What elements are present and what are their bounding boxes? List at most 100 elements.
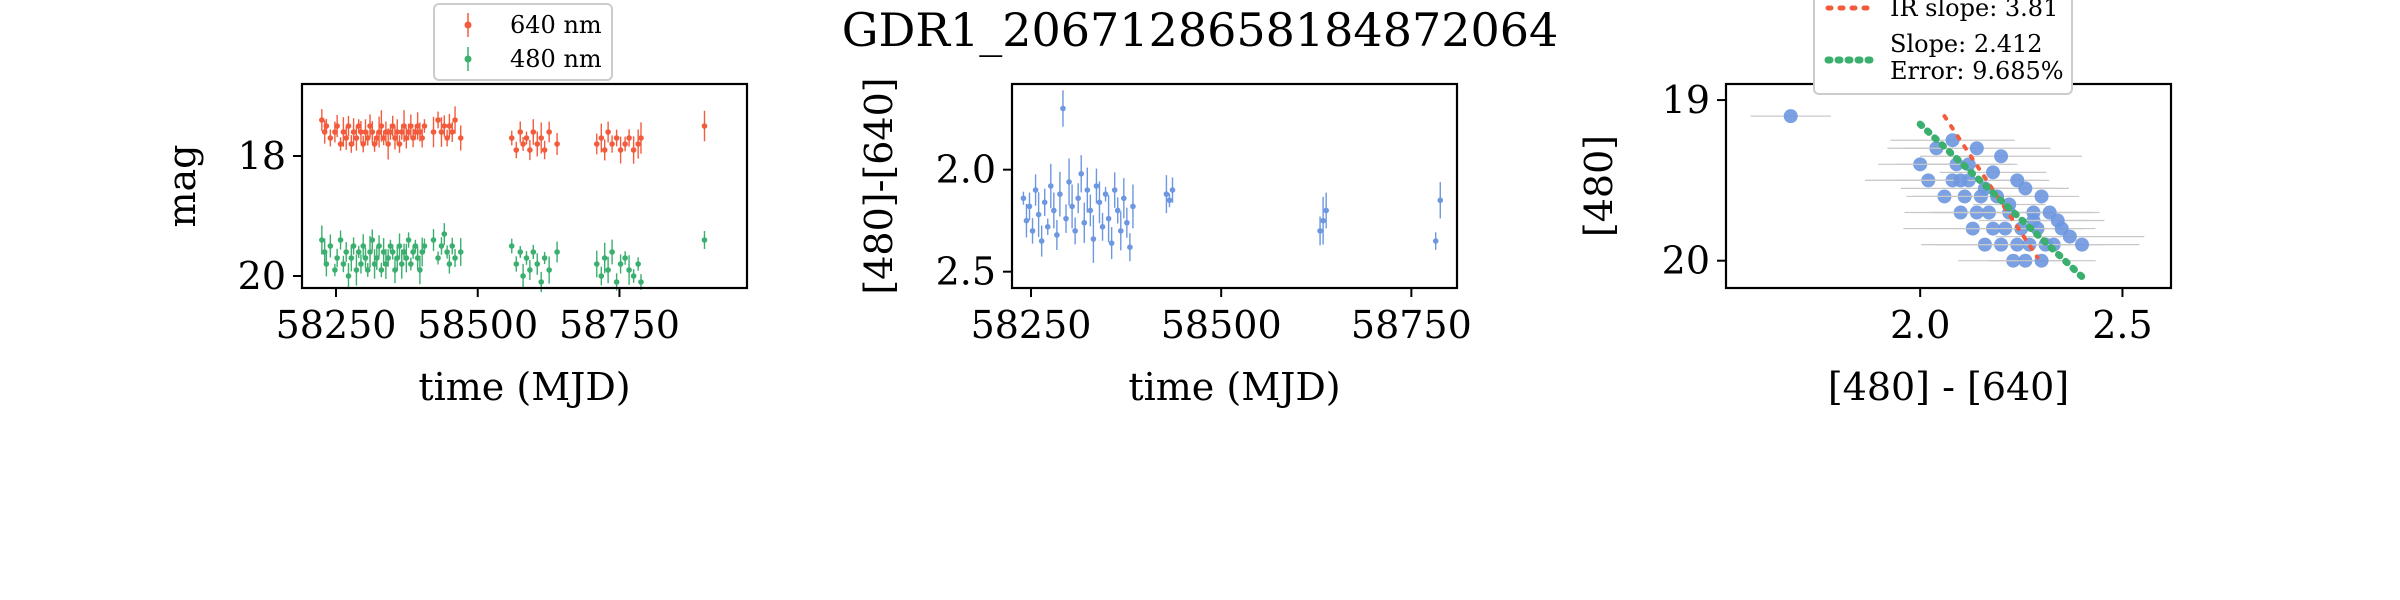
- data-point: [371, 141, 378, 147]
- data-point: [2018, 181, 2033, 196]
- data-point: [378, 267, 385, 273]
- data-point: [1111, 187, 1118, 193]
- data-point: [517, 129, 524, 135]
- data-point: [517, 249, 524, 255]
- data-point: [527, 267, 533, 273]
- data-point: [1108, 240, 1115, 246]
- data-point: [2075, 237, 2089, 252]
- data-point: [1166, 197, 1173, 204]
- data-point: [383, 129, 389, 135]
- data-point: [541, 255, 548, 261]
- data-point: [380, 135, 387, 141]
- data-point: [1084, 187, 1091, 193]
- panel-color-magnitude: 2.0 2.5 19 20 [480] - [640] [480] IR slope: 3.…: [1577, 0, 2173, 409]
- data-point: [457, 135, 464, 141]
- data-point: [412, 129, 419, 135]
- y-axis-label: [480]-[640]: [857, 77, 901, 294]
- data-point: [1163, 191, 1170, 197]
- data-point: [1117, 228, 1124, 234]
- data-point: [1038, 238, 1045, 244]
- data-point: [1041, 199, 1048, 206]
- data-point: [430, 237, 437, 243]
- data-point: [369, 129, 376, 135]
- data-point: [1105, 215, 1112, 222]
- data-point: [345, 123, 352, 129]
- series-ir-slope-3-81: [1942, 114, 2040, 260]
- data-point: [630, 273, 637, 279]
- data-point: [438, 129, 445, 135]
- data-point: [343, 249, 350, 255]
- data-point: [364, 135, 371, 141]
- data-point: [513, 261, 520, 267]
- data-point: [1124, 219, 1130, 226]
- data-point: [334, 123, 340, 129]
- y-tick-label: 20: [238, 254, 286, 298]
- legend-label: 640 nm: [510, 11, 602, 39]
- data-point: [410, 135, 416, 141]
- data-point: [1051, 207, 1057, 214]
- data-point: [609, 141, 615, 147]
- data-point: [417, 267, 423, 273]
- data-point: [398, 129, 405, 135]
- data-point: [1035, 211, 1042, 218]
- series-data: [1750, 109, 2145, 268]
- axes-frame: [1010, 82, 1459, 290]
- panel-light-curve: 58250 58500 58750 18 20 time (MJD) mag 640 nm 48…: [160, 3, 749, 409]
- x-tick-label: 2.0: [1890, 303, 1950, 347]
- data-point: [385, 255, 391, 261]
- data-point: [554, 249, 560, 255]
- data-point: [635, 261, 641, 267]
- data-point: [360, 141, 367, 147]
- data-point: [396, 141, 403, 147]
- data-point: [530, 129, 537, 135]
- data-point: [441, 123, 448, 129]
- data-point: [401, 123, 407, 129]
- data-point: [1047, 183, 1054, 189]
- data-point: [353, 135, 360, 141]
- x-axis-label: time (MJD): [418, 365, 630, 409]
- data-point: [1323, 207, 1329, 214]
- data-point: [1066, 179, 1072, 185]
- data-point: [387, 129, 394, 135]
- data-point: [1437, 197, 1444, 204]
- data-point: [1029, 228, 1036, 234]
- data-point: [421, 123, 428, 129]
- data-point: [530, 249, 537, 255]
- series-data: [1020, 90, 1444, 263]
- data-point: [520, 141, 526, 147]
- data-point: [520, 273, 526, 279]
- data-point: [1096, 199, 1103, 206]
- legend-label: 480 nm: [510, 45, 602, 73]
- data-point: [380, 249, 387, 255]
- data-point: [1994, 149, 2009, 164]
- legend-marker: [464, 55, 472, 63]
- data-point: [340, 129, 347, 135]
- data-point: [1032, 187, 1039, 193]
- data-point: [1093, 183, 1100, 189]
- data-point: [323, 261, 330, 267]
- data-point: [1986, 165, 2000, 180]
- data-point: [403, 255, 410, 261]
- data-point: [401, 249, 407, 255]
- data-point: [613, 279, 620, 285]
- data-point: [374, 135, 380, 141]
- data-point: [1075, 195, 1081, 202]
- data-point: [1969, 141, 1984, 156]
- data-point: [398, 261, 405, 267]
- data-point: [444, 135, 450, 141]
- data-point: [617, 147, 624, 153]
- data-point: [405, 237, 412, 243]
- data-point: [452, 255, 458, 261]
- data-point: [410, 249, 416, 255]
- legend-label: Slope: 2.412: [1890, 30, 2043, 58]
- data-point: [1090, 236, 1097, 242]
- data-point: [1057, 191, 1063, 197]
- data-point: [421, 243, 428, 249]
- figure-title: GDR1_2067128658184872064: [842, 3, 1559, 57]
- data-point: [414, 123, 421, 129]
- data-point: [337, 237, 344, 243]
- legend: 640 nm 480 nm: [433, 3, 613, 81]
- data-point: [355, 123, 362, 129]
- data-point: [605, 129, 611, 135]
